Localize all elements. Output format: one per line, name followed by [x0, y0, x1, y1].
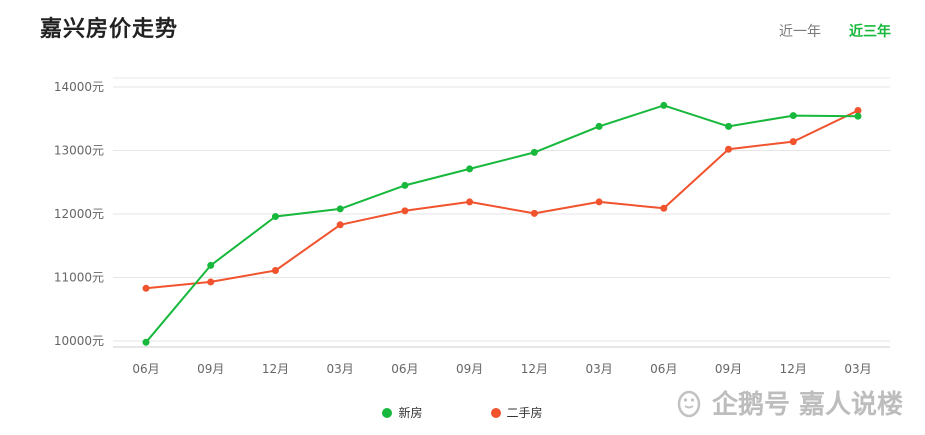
y-tick-label: 10000元 — [54, 334, 104, 348]
tab-one-year[interactable]: 近一年 — [779, 24, 821, 40]
x-tick-label: 06月 — [650, 362, 677, 376]
range-tabs: 近一年 近三年 — [779, 21, 891, 41]
x-tick-label: 06月 — [391, 362, 418, 376]
legend-item-second-hand[interactable]: 二手房 — [490, 404, 543, 421]
page-title: 嘉兴房价走势 — [40, 17, 179, 42]
data-point-second-hand — [142, 284, 150, 292]
series-line-new-house — [145, 104, 859, 343]
data-point-second-hand — [466, 198, 474, 206]
data-point-second-hand — [595, 198, 603, 206]
x-tick-label: 03月 — [327, 362, 354, 376]
watermark: 企鹅号 嘉人说楼 — [674, 384, 903, 421]
data-point-new-house — [466, 165, 474, 173]
legend-dot-second-hand — [490, 407, 501, 418]
x-tick-label: 03月 — [585, 362, 612, 376]
penguin-icon — [677, 390, 701, 417]
data-point-new-house — [789, 112, 797, 120]
series-line-second-hand — [145, 109, 859, 290]
tab-three-years[interactable]: 近三年 — [849, 24, 891, 40]
x-tick-label: 03月 — [844, 362, 871, 376]
y-tick-label: 11000元 — [54, 271, 104, 285]
data-point-second-hand — [854, 106, 862, 114]
data-point-new-house — [401, 181, 409, 189]
data-point-new-house — [336, 205, 344, 213]
data-point-new-house — [142, 338, 150, 346]
data-point-new-house — [854, 112, 862, 120]
chart-legend: 新房 二手房 — [0, 404, 925, 421]
data-point-new-house — [660, 101, 668, 109]
legend-label-new-house: 新房 — [398, 406, 423, 420]
data-point-second-hand — [336, 221, 344, 229]
data-point-second-hand — [530, 209, 538, 217]
data-point-second-hand — [207, 278, 215, 286]
legend-dot-new-house — [382, 407, 393, 418]
y-tick-label: 13000元 — [54, 144, 104, 158]
x-tick-label: 12月 — [780, 362, 807, 376]
legend-item-new-house[interactable]: 新房 — [382, 404, 423, 421]
x-tick-label: 12月 — [262, 362, 289, 376]
data-point-second-hand — [789, 138, 797, 146]
data-point-second-hand — [401, 207, 409, 215]
x-tick-label: 12月 — [521, 362, 548, 376]
x-tick-label: 09月 — [715, 362, 742, 376]
data-point-second-hand — [271, 267, 279, 275]
watermark-text: 企鹅号 嘉人说楼 — [711, 390, 903, 420]
data-point-second-hand — [725, 145, 733, 153]
y-tick-label: 12000元 — [54, 207, 104, 221]
x-tick-label: 06月 — [132, 362, 159, 376]
data-point-second-hand — [660, 204, 668, 212]
data-point-new-house — [530, 148, 538, 156]
data-point-new-house — [725, 122, 733, 130]
legend-label-second-hand: 二手房 — [506, 406, 543, 420]
data-point-new-house — [207, 261, 215, 269]
x-tick-label: 09月 — [197, 362, 224, 376]
data-point-new-house — [271, 213, 279, 221]
y-tick-label: 14000元 — [54, 80, 104, 94]
x-tick-label: 09月 — [456, 362, 483, 376]
data-point-new-house — [595, 122, 603, 130]
